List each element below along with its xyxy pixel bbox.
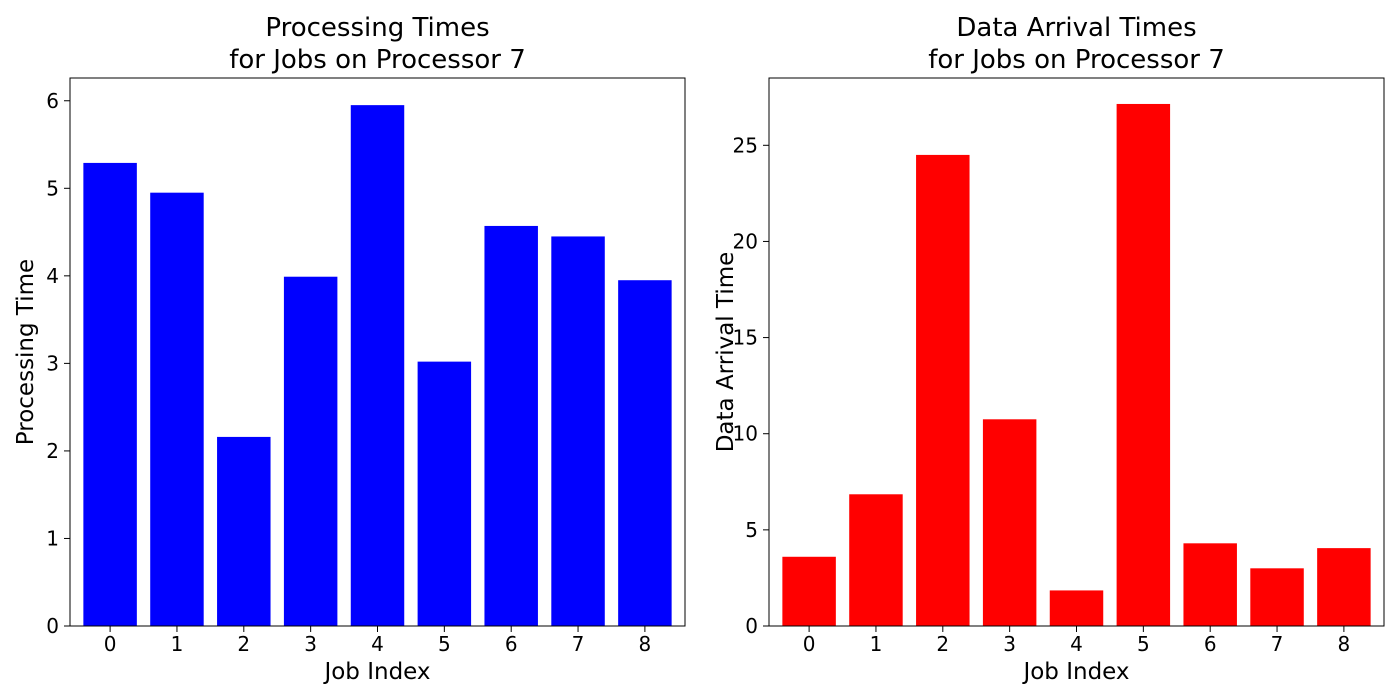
- x-tick-label: 6: [505, 632, 518, 656]
- y-tick-label: 10: [733, 422, 758, 446]
- bar-6: [484, 225, 538, 626]
- x-tick-label: 6: [1204, 632, 1217, 656]
- x-tick-label: 3: [1003, 632, 1016, 656]
- x-tick-label: 3: [304, 632, 317, 656]
- bars: [83, 105, 672, 627]
- x-tick-label: 1: [171, 632, 184, 656]
- y-tick-label: 6: [46, 89, 59, 113]
- bar-2: [916, 154, 970, 626]
- bar-5: [1116, 103, 1171, 627]
- x-tick-label: 7: [1271, 632, 1284, 656]
- y-tick-label: 20: [733, 229, 758, 253]
- y-axis-label: Processing Time: [13, 259, 39, 445]
- chart-title-line-1: Processing Times: [265, 13, 489, 43]
- x-tick-label: 8: [639, 632, 652, 656]
- bar-7: [551, 236, 605, 627]
- y-tick-label: 5: [745, 518, 758, 542]
- bar-4: [1049, 590, 1104, 626]
- y-tick-label: 25: [733, 133, 758, 157]
- chart-title-line-2: for Jobs on Processor 7: [229, 45, 526, 75]
- chart-title-line-1: Data Arrival Times: [956, 13, 1196, 43]
- bar-3: [283, 276, 338, 626]
- bar-5: [417, 361, 472, 626]
- x-tick-label: 1: [870, 632, 883, 656]
- y-tick-label: 2: [46, 439, 59, 463]
- bar-0: [782, 556, 836, 626]
- x-tick-label: 8: [1338, 632, 1351, 656]
- x-axis-label: Job Index: [1021, 659, 1129, 685]
- y-axis-label: Data Arrival Time: [713, 252, 739, 453]
- x-tick-label: 0: [104, 632, 117, 656]
- x-axis-label: Job Index: [322, 659, 430, 685]
- bar-8: [618, 280, 672, 626]
- bar-2: [217, 436, 271, 626]
- x-tick-label: 0: [803, 632, 816, 656]
- x-tick-label: 2: [936, 632, 949, 656]
- y-tick-label: 0: [46, 614, 59, 638]
- y-tick-label: 5: [46, 176, 59, 200]
- bar-4: [350, 105, 405, 626]
- bars: [782, 103, 1371, 627]
- bar-1: [849, 494, 903, 626]
- y-tick-label: 4: [46, 264, 59, 288]
- y-tick-label: 0: [745, 614, 758, 638]
- bar-3: [982, 419, 1037, 626]
- y-tick-label: 1: [46, 526, 59, 550]
- bar-6: [1183, 543, 1237, 626]
- x-tick-label: 7: [572, 632, 585, 656]
- bar-1: [150, 192, 204, 627]
- x-tick-label: 5: [438, 632, 451, 656]
- x-tick-label: 4: [1070, 632, 1083, 656]
- bar-7: [1250, 568, 1304, 626]
- chart-title-line-2: for Jobs on Processor 7: [928, 45, 1225, 75]
- bar-8: [1317, 548, 1371, 626]
- x-tick-label: 2: [237, 632, 250, 656]
- y-tick-label: 15: [733, 326, 758, 350]
- x-tick-label: 5: [1137, 632, 1150, 656]
- x-tick-label: 4: [371, 632, 384, 656]
- y-tick-label: 3: [46, 351, 59, 375]
- bar-0: [83, 162, 137, 626]
